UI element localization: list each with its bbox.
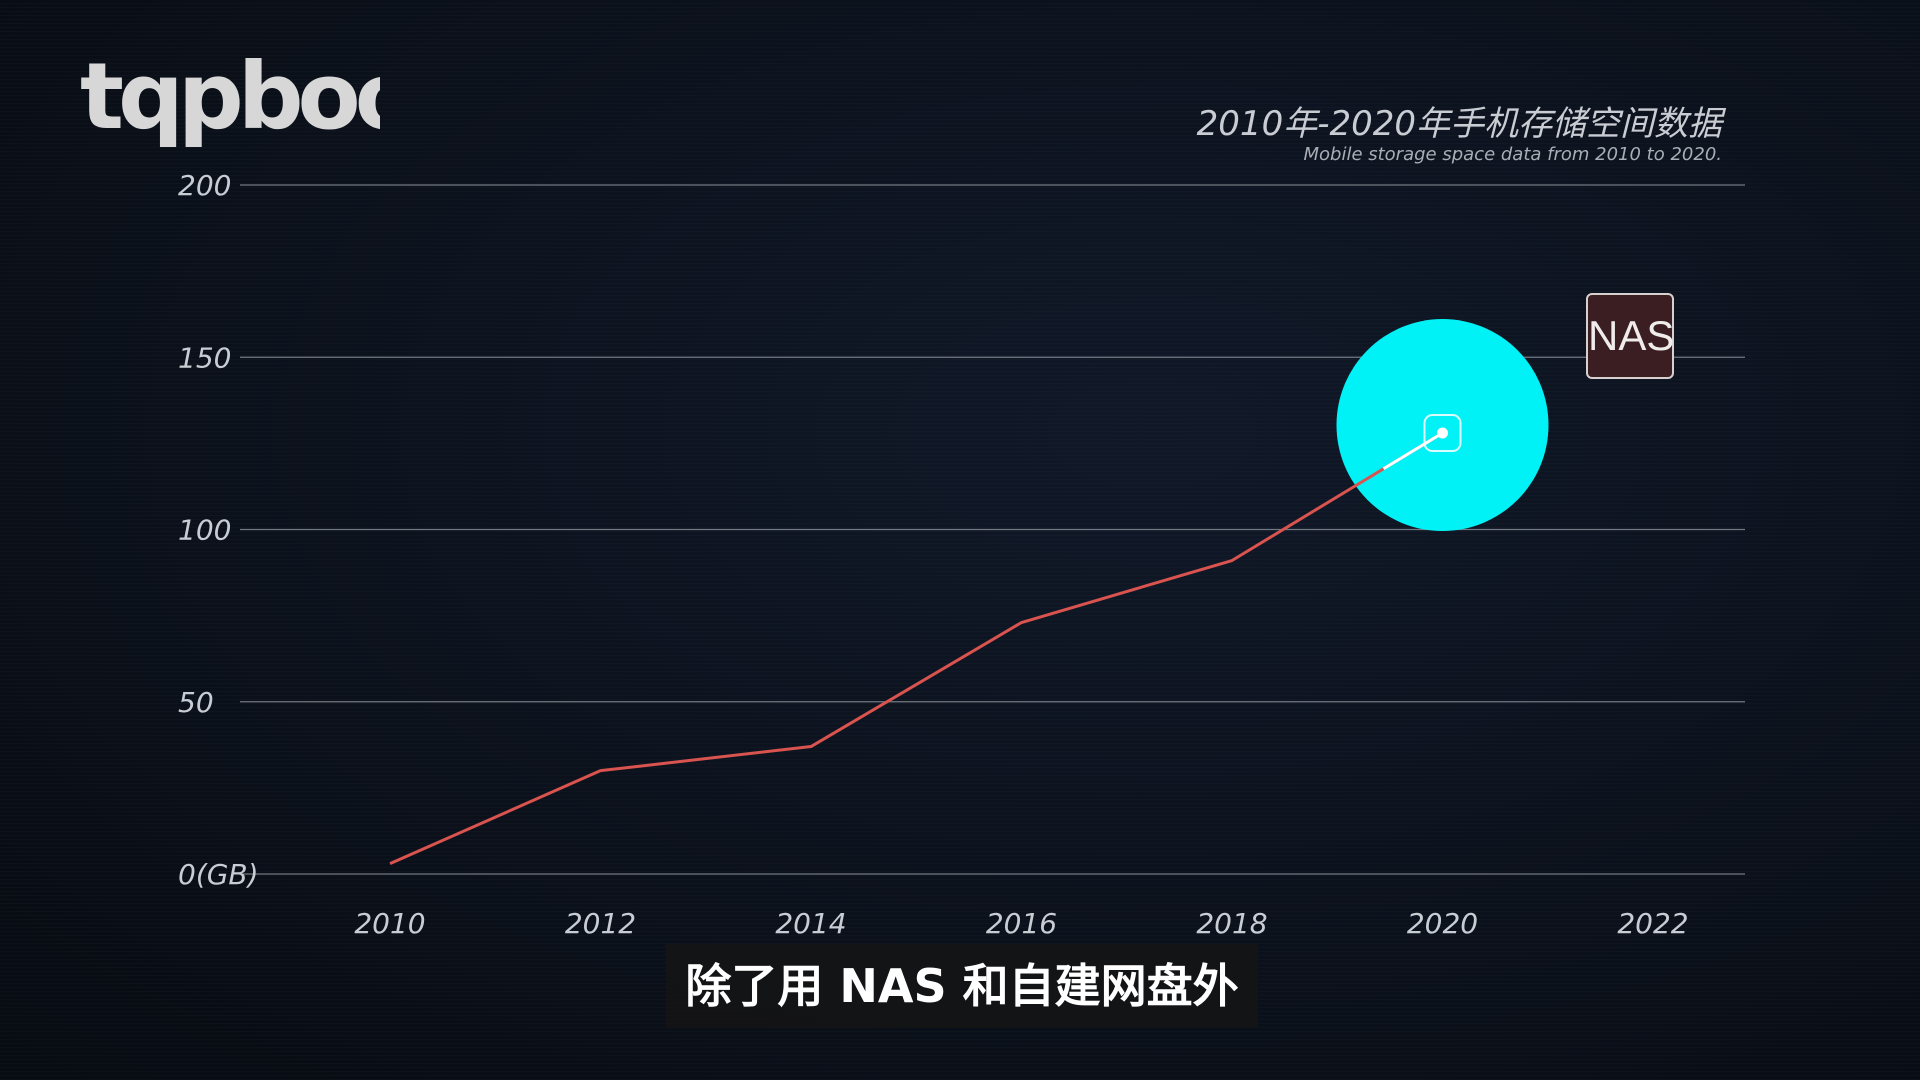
highlight-layer	[1336, 319, 1549, 532]
last-point-frame	[1423, 414, 1462, 453]
series-layer	[389, 431, 1444, 866]
y-tick-label-100: 100	[178, 514, 231, 547]
highlight-segment	[1382, 431, 1444, 471]
x-tick-label-2018: 2018	[1196, 907, 1267, 940]
y-tick-label-150: 150	[178, 341, 231, 374]
logo-text: tqpbook	[80, 43, 380, 150]
marker-layer	[389, 414, 1462, 864]
grid-lines	[240, 184, 1745, 875]
tqpbook-logo: tqpbook	[80, 43, 380, 150]
x-tick-label-2016: 2016	[986, 907, 1057, 940]
y-tick-label-50: 50	[178, 686, 214, 719]
x-axis-ticks: 2010 2012 2014 2016 2018 2020 2022	[354, 907, 1688, 940]
x-tick-label-2020: 2020	[1407, 907, 1478, 940]
y-tick-label-200: 200	[178, 169, 231, 202]
x-tick-label-2022: 2022	[1617, 907, 1688, 940]
video-subtitle-caption: 除了用 NAS 和自建网盘外	[666, 944, 1258, 1028]
series-line	[389, 431, 1444, 866]
y-axis-ticks: 0(GB) 50 100 150 200	[178, 169, 259, 891]
x-tick-label-2010: 2010	[354, 907, 425, 940]
chart-subtitle: Mobile storage space data from 2010 to 2…	[1303, 144, 1722, 165]
highlight-circle	[1336, 319, 1549, 532]
x-tick-label-2014: 2014	[775, 907, 846, 940]
nas-badge: NAS	[1586, 293, 1674, 379]
data-point-2020	[1437, 427, 1448, 439]
chart-title: 2010年-2020年手机存储空间数据	[1196, 104, 1722, 144]
x-tick-label-2012: 2012	[565, 907, 636, 940]
y-tick-label-0: 0(GB)	[178, 858, 259, 891]
